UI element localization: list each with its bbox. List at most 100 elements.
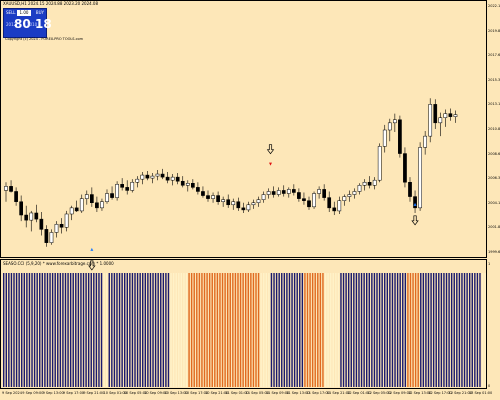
indicator-bar [183, 273, 185, 387]
indicator-bar [67, 273, 69, 387]
price-tick-label: 2015.35 [488, 77, 500, 82]
indicator-bar [270, 273, 273, 387]
indicator-bar [461, 273, 463, 387]
indicator-bar [165, 273, 167, 387]
bull-candle [140, 174, 145, 180]
indicator-bar [414, 273, 417, 387]
indicator-bar [232, 273, 234, 387]
indicator-bar [39, 273, 41, 387]
indicator-bar [144, 273, 147, 387]
indicator-bar [268, 273, 270, 387]
lot-size-field[interactable]: 1.00 [17, 10, 31, 16]
indicator-bar [111, 273, 113, 387]
indicator-bar [85, 273, 87, 387]
indicator-bar [314, 273, 316, 387]
bear-candle [241, 207, 246, 211]
time-tick-label: 10 Sep 09:00 [144, 391, 168, 395]
bull-candle [185, 183, 190, 186]
bull-candle [393, 119, 397, 124]
sell-button[interactable]: SELL [6, 10, 16, 15]
bear-candle [34, 212, 39, 220]
indicator-bar [54, 273, 56, 387]
indicator-bar [185, 273, 188, 387]
bear-candle [19, 201, 23, 216]
indicator-bar [265, 273, 268, 387]
bull-candle [352, 191, 357, 195]
indicator-bar [281, 273, 283, 387]
time-tick-label: 12 Sep 21:00 [448, 391, 472, 395]
buy-button[interactable]: BUY [35, 10, 44, 15]
indicator-bar [21, 273, 23, 387]
indicator-bar [95, 273, 98, 387]
indicator-bar [468, 273, 471, 387]
main-price-chart[interactable] [0, 0, 487, 258]
bull-candle [155, 173, 160, 177]
indicator-bar [211, 273, 213, 387]
bull-candle [29, 212, 34, 221]
indicator-bar [49, 273, 51, 387]
indicator-bar [59, 273, 62, 387]
indicator-bar [8, 273, 10, 387]
time-tick-label: 9 Sep 2024 [2, 391, 22, 395]
indicator-bar [198, 273, 201, 387]
indicator-bar [64, 273, 67, 387]
time-tick-label: 11 Sep 05:00 [245, 391, 269, 395]
indicator-bar [242, 273, 244, 387]
bull-candle [428, 104, 433, 137]
bear-candle [191, 183, 195, 188]
indicator-bar [404, 273, 407, 387]
indicator-bar [389, 273, 391, 387]
price-axis[interactable]: 2022.10 2019.85 2017.60 2015.35 2013.10 2010.… [487, 0, 500, 390]
buy-price-big[interactable]: 18 [35, 17, 52, 31]
indicator-bar [103, 273, 105, 387]
indicator-bar [15, 273, 18, 387]
indicator-bar [260, 273, 262, 387]
indicator-bar [216, 273, 219, 387]
bull-candle [150, 175, 155, 179]
bear-candle [110, 193, 114, 198]
indicator-bar [178, 273, 180, 387]
indicator-bar [206, 273, 208, 387]
indicator-bar [142, 273, 144, 387]
price-tick-label: 2006.35 [488, 176, 500, 181]
indicator-tick-label: 1 [488, 262, 491, 266]
indicator-bar [453, 273, 455, 387]
bear-candle [39, 218, 44, 230]
indicator-bar [23, 273, 26, 387]
bull-candle [115, 184, 119, 198]
indicator-bar [214, 273, 216, 387]
indicator-bar [136, 273, 139, 387]
buy-hollow-arrow [88, 260, 96, 271]
indicator-bar [332, 273, 334, 387]
indicator-bar [193, 273, 195, 387]
time-tick-label: 9 Sep 21:00 [83, 391, 105, 395]
copyright-text: Copyright (c) 2024 - FOREX-PRO TOOLS.com [5, 37, 84, 41]
bull-candle [100, 201, 104, 209]
bull-candle [211, 195, 215, 199]
time-axis[interactable]: 9 Sep 2024 9 Sep 09:00 9 Sep 13:00 9 Sep 17… [0, 389, 500, 400]
bull-candle [387, 122, 392, 131]
bull-candle [377, 146, 382, 181]
indicator-bar [309, 273, 311, 387]
indicator-bar [275, 273, 278, 387]
indicator-bar [245, 273, 247, 387]
bear-candle [201, 191, 205, 196]
indicator-bar [69, 273, 72, 387]
indicator-bar [57, 273, 59, 387]
indicator-bar [466, 273, 468, 387]
bear-candle [307, 200, 311, 208]
bear-candle [206, 195, 210, 199]
indicator-bar [93, 273, 95, 387]
indicator-bar [175, 273, 177, 387]
buy-signal-arrow [90, 247, 94, 251]
time-tick-label: 11 Sep 01:00 [225, 391, 249, 395]
indicator-bar [340, 273, 342, 387]
bull-candle [231, 201, 236, 206]
bear-candle [160, 173, 165, 178]
time-tick-label: 11 Sep 17:00 [306, 391, 330, 395]
bear-candle [367, 181, 372, 186]
time-tick-label: 10 Sep 13:00 [164, 391, 188, 395]
sell-price-big[interactable]: 80 [14, 17, 31, 31]
indicator-bar [252, 273, 255, 387]
indicator-bar [381, 273, 383, 387]
